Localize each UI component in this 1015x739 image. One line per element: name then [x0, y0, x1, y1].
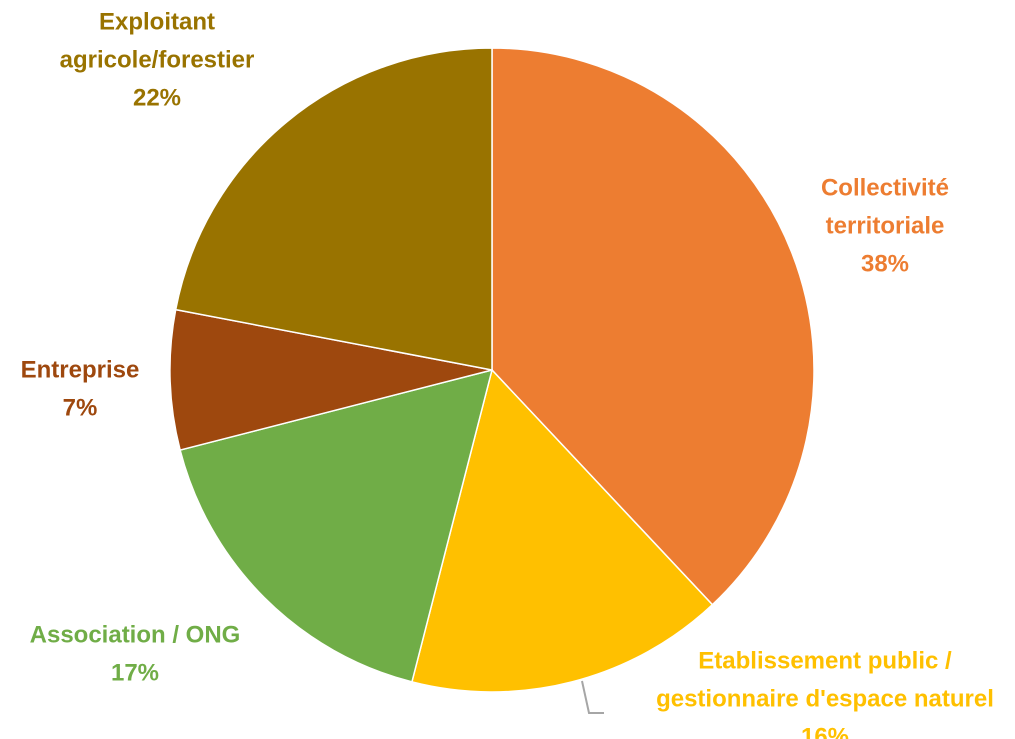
pie-slices — [169, 47, 815, 693]
data-label-association-ong: Association / ONG 17% — [30, 621, 241, 686]
data-label-line: gestionnaire d'espace naturel — [656, 685, 994, 712]
pie-slice-etablissement-public-gestionnaire-d-espace-naturel — [411, 368, 714, 693]
data-label-etablissement-public-gestionnaire-d-espace-naturel: Etablissement public / gestionnaire d'esp… — [656, 647, 994, 739]
data-label-value: 16% — [801, 723, 849, 739]
data-label-line: Association / ONG — [30, 621, 241, 648]
data-label-line: Etablissement public / — [698, 647, 952, 674]
data-label-value: 17% — [111, 659, 159, 686]
data-label-line: agricole/forestier — [60, 46, 255, 73]
pie-slice-entreprise — [169, 308, 493, 451]
data-label-collectivite-territoriale: Collectivité territoriale 38% — [821, 174, 949, 277]
data-label-value: 22% — [133, 84, 181, 111]
leader-lines — [581, 680, 604, 714]
data-label-line: Collectivité — [821, 174, 949, 201]
data-label-value: 38% — [861, 250, 909, 277]
leader-line — [581, 680, 604, 714]
pie-slice-association-ong — [179, 368, 494, 683]
data-label-exploitant-agricole-forestier: Exploitant agricole/forestier 22% — [60, 8, 255, 111]
data-labels: Collectivité territoriale 38% Etablissement… — [21, 8, 994, 739]
data-label-line: Exploitant — [99, 8, 215, 35]
data-label-value: 7% — [63, 394, 98, 421]
data-label-entreprise: Entreprise 7% — [21, 356, 140, 421]
data-label-line: territoriale — [826, 212, 945, 239]
pie-slice-collectivite-territoriale — [491, 47, 815, 606]
data-label-line: Entreprise — [21, 356, 140, 383]
pie-slice-exploitant-agricole-forestier — [174, 47, 493, 371]
